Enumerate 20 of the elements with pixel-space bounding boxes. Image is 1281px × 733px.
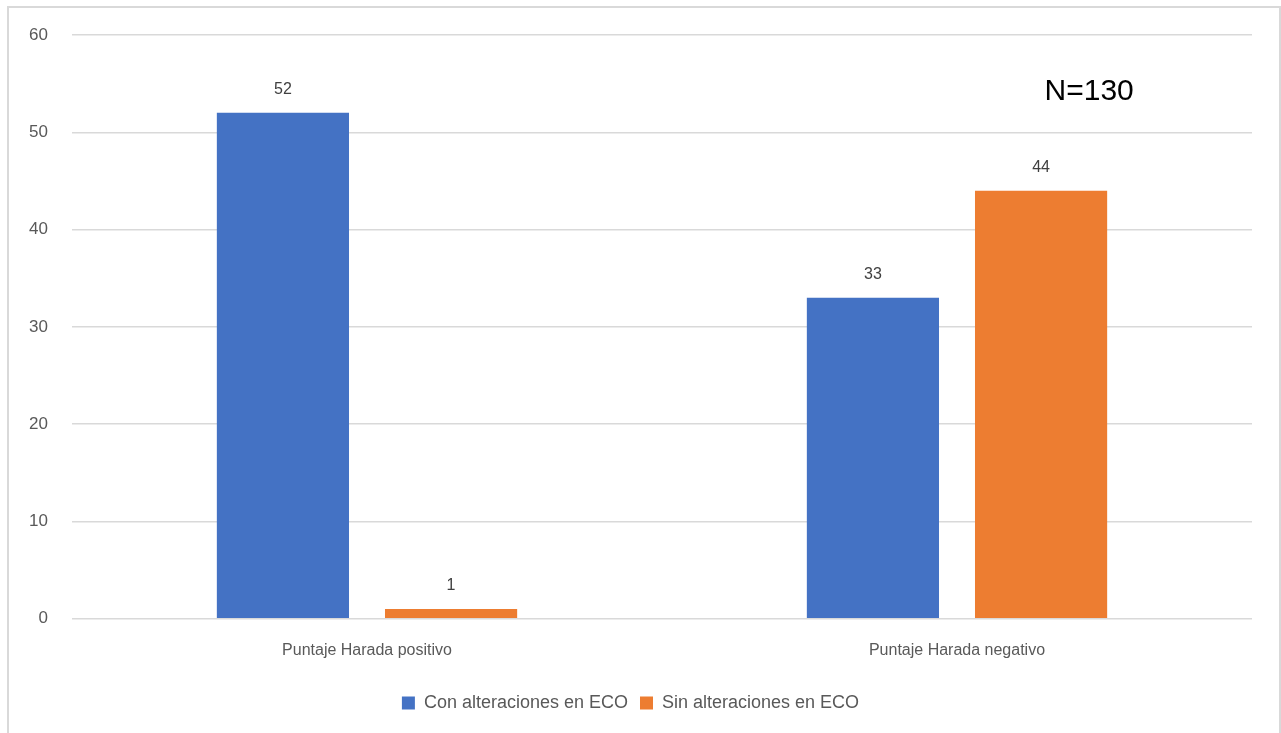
data-label: 44 [1032,158,1051,176]
x-tick-label: Puntaje Harada negativo [868,640,1046,658]
bar [806,297,940,619]
data-label: 33 [864,265,882,283]
y-tick-label: 20 [29,413,48,433]
annotation: N=130 [1044,73,1134,107]
y-tick-label: 10 [29,511,48,531]
bar [216,112,350,619]
y-tick-label: 50 [29,121,48,141]
data-label: 52 [274,80,292,98]
legend-label: Con alteraciones en ECO [423,691,628,712]
x-tick-label: Puntaje Harada positivo [282,640,453,658]
y-tick-label: 40 [29,219,48,239]
data-label: 1 [446,576,456,594]
y-tick-label: 0 [38,608,48,628]
bar [974,190,1108,619]
y-tick-label: 30 [29,316,48,336]
bar [384,609,518,619]
legend-label: Sin alteraciones en ECO [662,691,860,712]
y-tick-label: 60 [29,24,48,44]
